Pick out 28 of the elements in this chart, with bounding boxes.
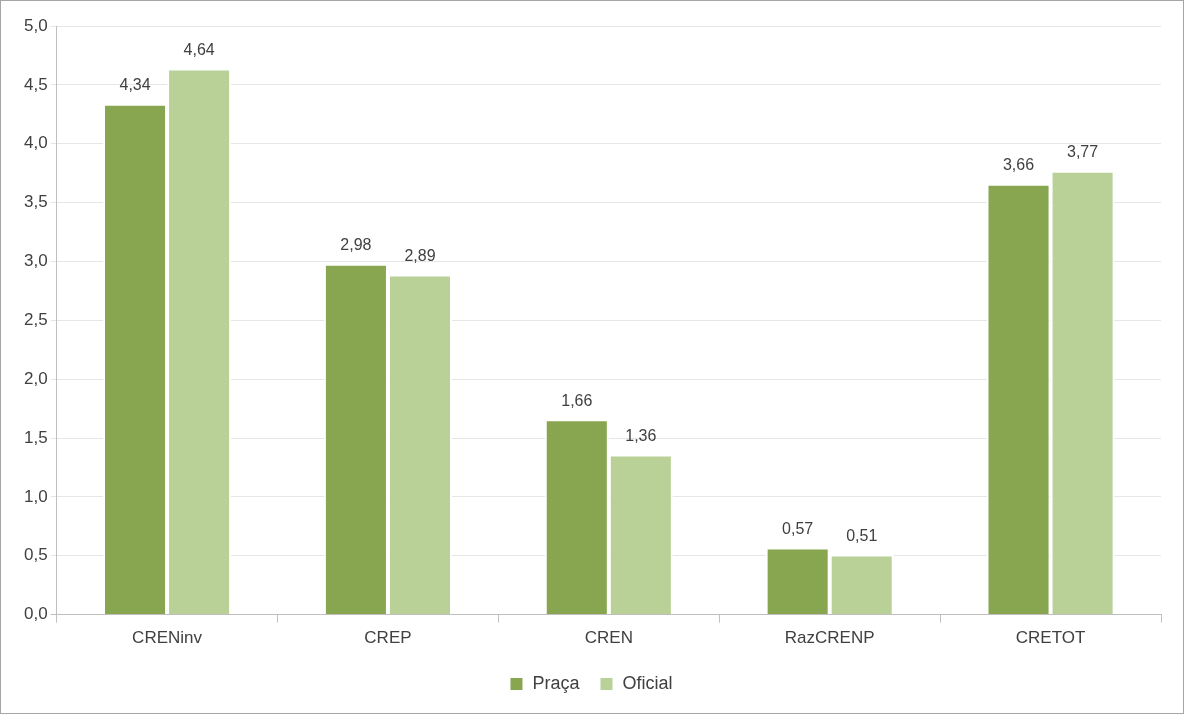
data-label: 0,57 (782, 519, 814, 537)
y-tick-label: 4,0 (23, 133, 48, 153)
x-tick-label: CREN (584, 628, 633, 648)
y-tick-label: 5,0 (23, 15, 48, 35)
data-label: 1,36 (625, 426, 657, 444)
y-tick-label: 1,5 (23, 427, 48, 447)
data-label: 2,89 (404, 246, 436, 264)
data-label: 4,34 (119, 76, 151, 94)
legend-label: Oficial (622, 672, 673, 693)
data-label: 0,51 (846, 526, 878, 544)
legend-label: Praça (532, 672, 581, 693)
y-tick-label: 2,0 (23, 368, 48, 388)
y-tick-label: 4,5 (23, 74, 48, 94)
x-tick-label: CRETOT (1015, 628, 1086, 648)
data-label: 4,64 (183, 40, 215, 58)
data-label: 2,98 (340, 236, 372, 254)
x-tick-label: CREP (364, 628, 412, 648)
data-label: 3,77 (1067, 143, 1099, 161)
y-tick-label: 2,5 (23, 309, 48, 329)
x-tick-label: CRENinv (132, 628, 203, 648)
y-tick-label: 0,5 (23, 545, 48, 565)
data-label: 3,66 (1002, 156, 1035, 174)
data-label: 1,66 (561, 391, 593, 409)
x-tick-label: RazCRENP (784, 628, 875, 648)
y-tick-label: 1,0 (23, 486, 48, 506)
y-tick-label: 0,0 (23, 604, 48, 624)
y-tick-label: 3,0 (23, 251, 48, 271)
y-tick-label: 3,5 (23, 192, 48, 212)
